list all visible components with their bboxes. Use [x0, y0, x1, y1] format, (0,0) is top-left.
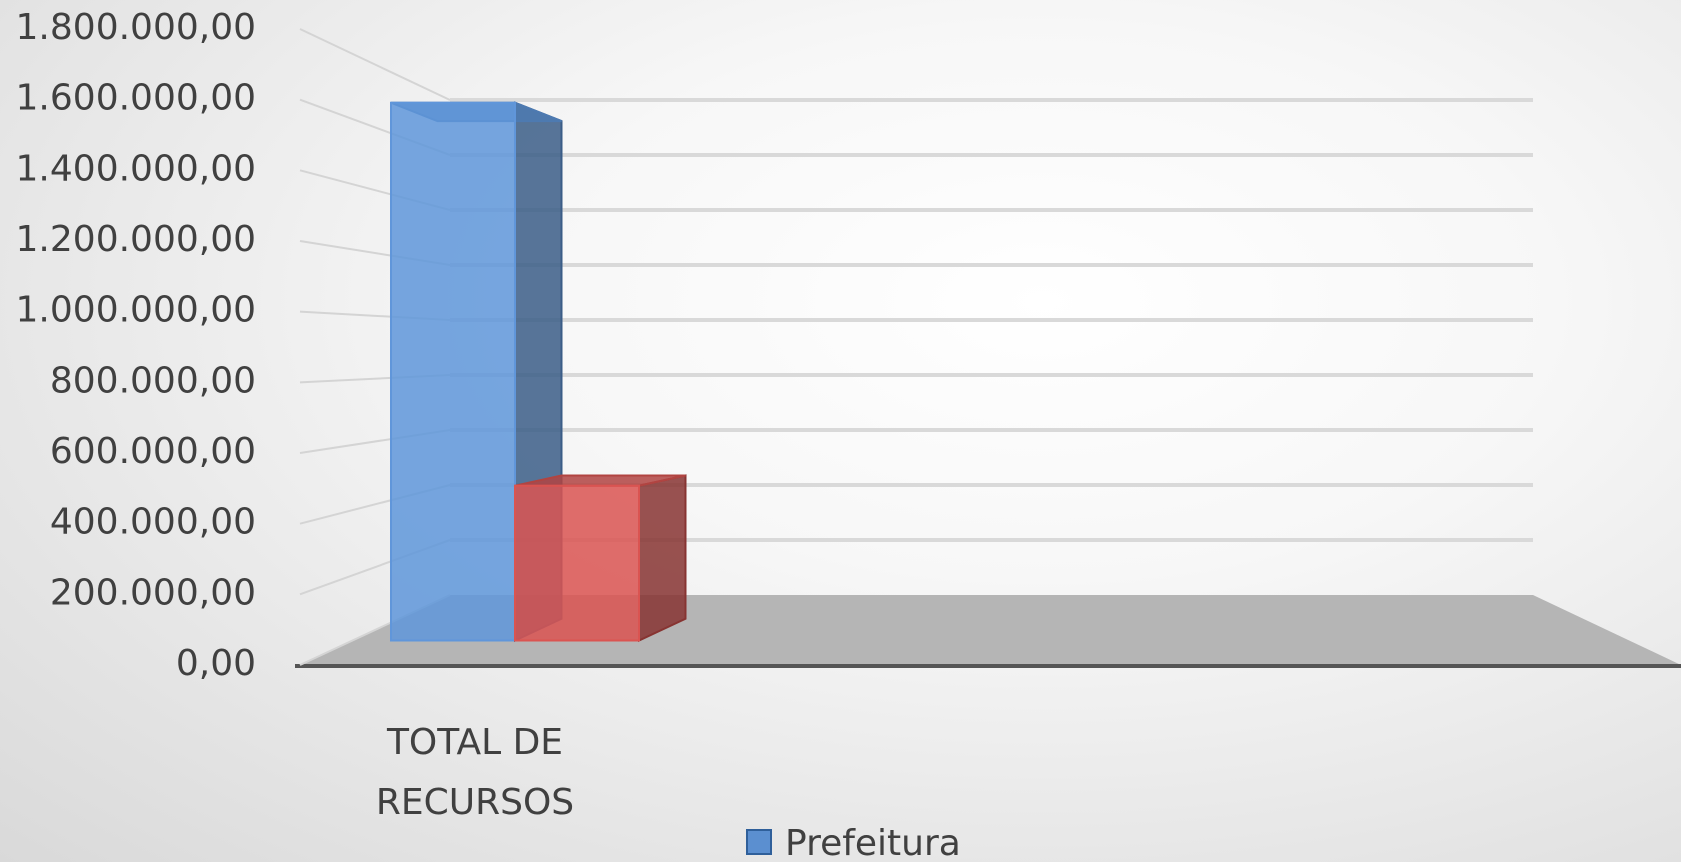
grid-line [299, 28, 451, 101]
y-tick-label: 600.000,00 [50, 431, 256, 472]
legend-swatch [746, 829, 772, 855]
y-tick-label: 0,00 [176, 643, 256, 684]
legend-label: Prefeitura [785, 823, 961, 862]
y-tick-label: 400.000,00 [50, 502, 256, 543]
bar [390, 101, 516, 642]
y-tick-label: 800.000,00 [50, 360, 256, 401]
y-tick-label: 1.200.000,00 [16, 219, 256, 260]
bar [514, 484, 640, 642]
y-tick-label: 1.600.000,00 [16, 78, 256, 119]
bar-side [638, 474, 687, 643]
y-tick-label: 1.400.000,00 [16, 148, 256, 189]
x-tick-label: TOTAL DE RECURSOS [375, 722, 575, 823]
y-tick-label: 200.000,00 [50, 572, 256, 613]
y-tick-label: 1.800.000,00 [16, 7, 256, 48]
y-tick-label: 1.000.000,00 [16, 290, 256, 331]
